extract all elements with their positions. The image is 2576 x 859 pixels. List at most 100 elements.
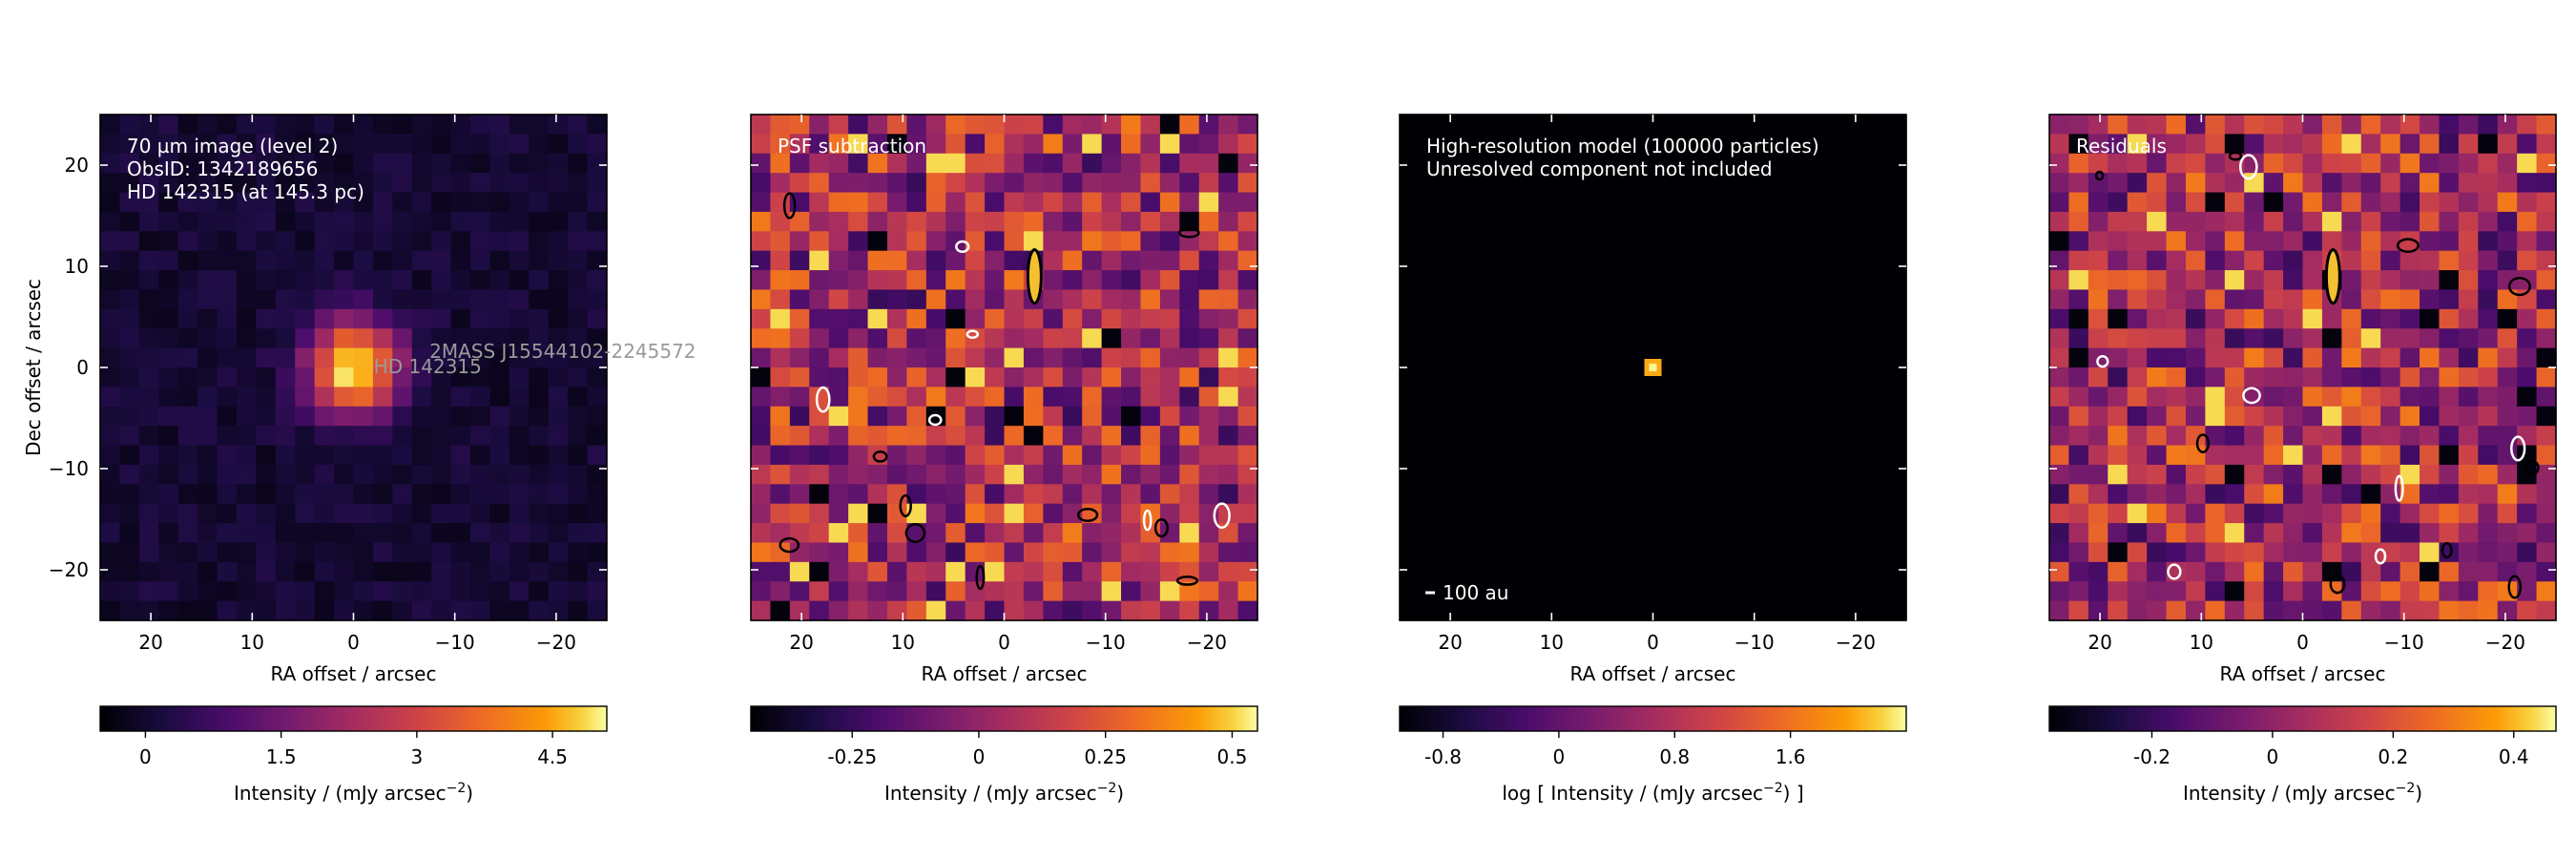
map-pixel — [2068, 134, 2089, 155]
map-pixel — [392, 173, 413, 194]
map-pixel — [1179, 192, 1200, 213]
map-pixel — [2321, 328, 2342, 349]
map-pixel — [2088, 115, 2109, 135]
x-axis-label: RA offset / arcsec — [1570, 662, 1736, 685]
map-pixel — [1613, 387, 1634, 408]
map-pixel — [2224, 134, 2245, 155]
map-pixel — [2399, 503, 2420, 524]
map-pixel — [1082, 445, 1103, 466]
map-pixel — [529, 211, 550, 232]
map-pixel — [353, 270, 374, 291]
map-pixel — [1574, 192, 1595, 213]
map-pixel — [548, 134, 569, 155]
map-pixel — [1808, 464, 1829, 485]
map-pixel — [1886, 173, 1907, 194]
map-pixel — [770, 173, 791, 194]
map-pixel — [1121, 581, 1142, 602]
map-pixel — [2439, 231, 2460, 252]
map-pixel — [158, 211, 179, 232]
map-pixel — [392, 250, 413, 271]
map-pixel — [2420, 600, 2441, 621]
map-pixel — [568, 173, 589, 194]
map-pixel — [1886, 600, 1907, 621]
map-pixel — [1237, 464, 1258, 485]
map-pixel — [450, 308, 471, 329]
map-pixel — [809, 153, 830, 174]
map-pixel — [1159, 250, 1180, 271]
map-pixel — [353, 328, 374, 349]
map-pixel — [886, 308, 907, 329]
map-pixel — [1555, 192, 1576, 213]
map-pixel — [119, 387, 140, 408]
map-pixel — [1198, 289, 1219, 310]
map-pixel — [2497, 289, 2518, 310]
map-pixel — [945, 308, 966, 329]
map-pixel — [2108, 115, 2129, 135]
map-pixel — [1633, 308, 1654, 329]
map-pixel — [2360, 484, 2381, 505]
map-pixel — [1497, 192, 1518, 213]
map-pixel — [1692, 115, 1713, 135]
map-pixel — [2420, 250, 2441, 271]
map-pixel — [789, 445, 810, 466]
map-pixel — [431, 211, 452, 232]
contour — [2374, 548, 2387, 565]
map-pixel — [1770, 367, 1791, 388]
map-pixel — [177, 426, 198, 447]
map-pixel — [392, 153, 413, 174]
map-pixel — [138, 484, 159, 505]
map-pixel — [119, 270, 140, 291]
map-pixel — [2185, 464, 2206, 485]
map-pixel — [353, 542, 374, 563]
map-pixel — [1179, 270, 1200, 291]
map-pixel — [770, 308, 791, 329]
map-pixel — [353, 134, 374, 155]
map-pixel — [2302, 445, 2323, 466]
map-pixel — [119, 542, 140, 563]
map-pixel — [1004, 173, 1025, 194]
map-pixel — [450, 600, 471, 621]
map-pixel — [1043, 484, 1064, 505]
map-pixel — [2127, 464, 2148, 485]
map-pixel — [197, 445, 218, 466]
map-pixel — [1458, 173, 1479, 194]
map-pixel — [587, 445, 608, 466]
map-pixel — [1808, 270, 1829, 291]
map-pixel — [548, 561, 569, 582]
map-pixel — [1867, 503, 1888, 524]
map-pixel — [1535, 173, 1556, 194]
map-pixel — [100, 115, 121, 135]
map-pixel — [587, 561, 608, 582]
map-pixel — [1004, 231, 1025, 252]
map-pixel — [2458, 211, 2479, 232]
map-pixel — [217, 192, 238, 213]
map-pixel — [2088, 600, 2109, 621]
map-pixel — [1237, 289, 1258, 310]
map-pixel — [1101, 173, 1122, 194]
map-pixel — [1594, 173, 1615, 194]
map-pixel — [509, 523, 530, 544]
map-pixel — [1711, 173, 1732, 194]
map-pixel — [2380, 211, 2401, 232]
map-pixel — [848, 231, 869, 252]
contour — [1213, 502, 1231, 530]
map-pixel — [1692, 406, 1713, 427]
colorbar-tick-label: 0.5 — [1217, 745, 1248, 768]
map-pixel — [2049, 561, 2070, 582]
map-pixel — [2108, 387, 2129, 408]
map-pixel — [1672, 115, 1693, 135]
map-pixel — [236, 445, 257, 466]
map-pixel — [1023, 115, 1044, 135]
map-pixel — [2108, 581, 2129, 602]
map-pixel — [138, 231, 159, 252]
map-pixel — [2458, 445, 2479, 466]
map-pixel — [2244, 445, 2265, 466]
map-pixel — [1808, 387, 1829, 408]
map-pixel — [848, 347, 869, 368]
map-pixel — [1004, 503, 1025, 524]
map-pixel — [2517, 231, 2538, 252]
map-pixel — [2283, 115, 2304, 135]
map-pixel — [1555, 484, 1576, 505]
map-pixel — [1672, 387, 1693, 408]
map-pixel — [470, 464, 491, 485]
